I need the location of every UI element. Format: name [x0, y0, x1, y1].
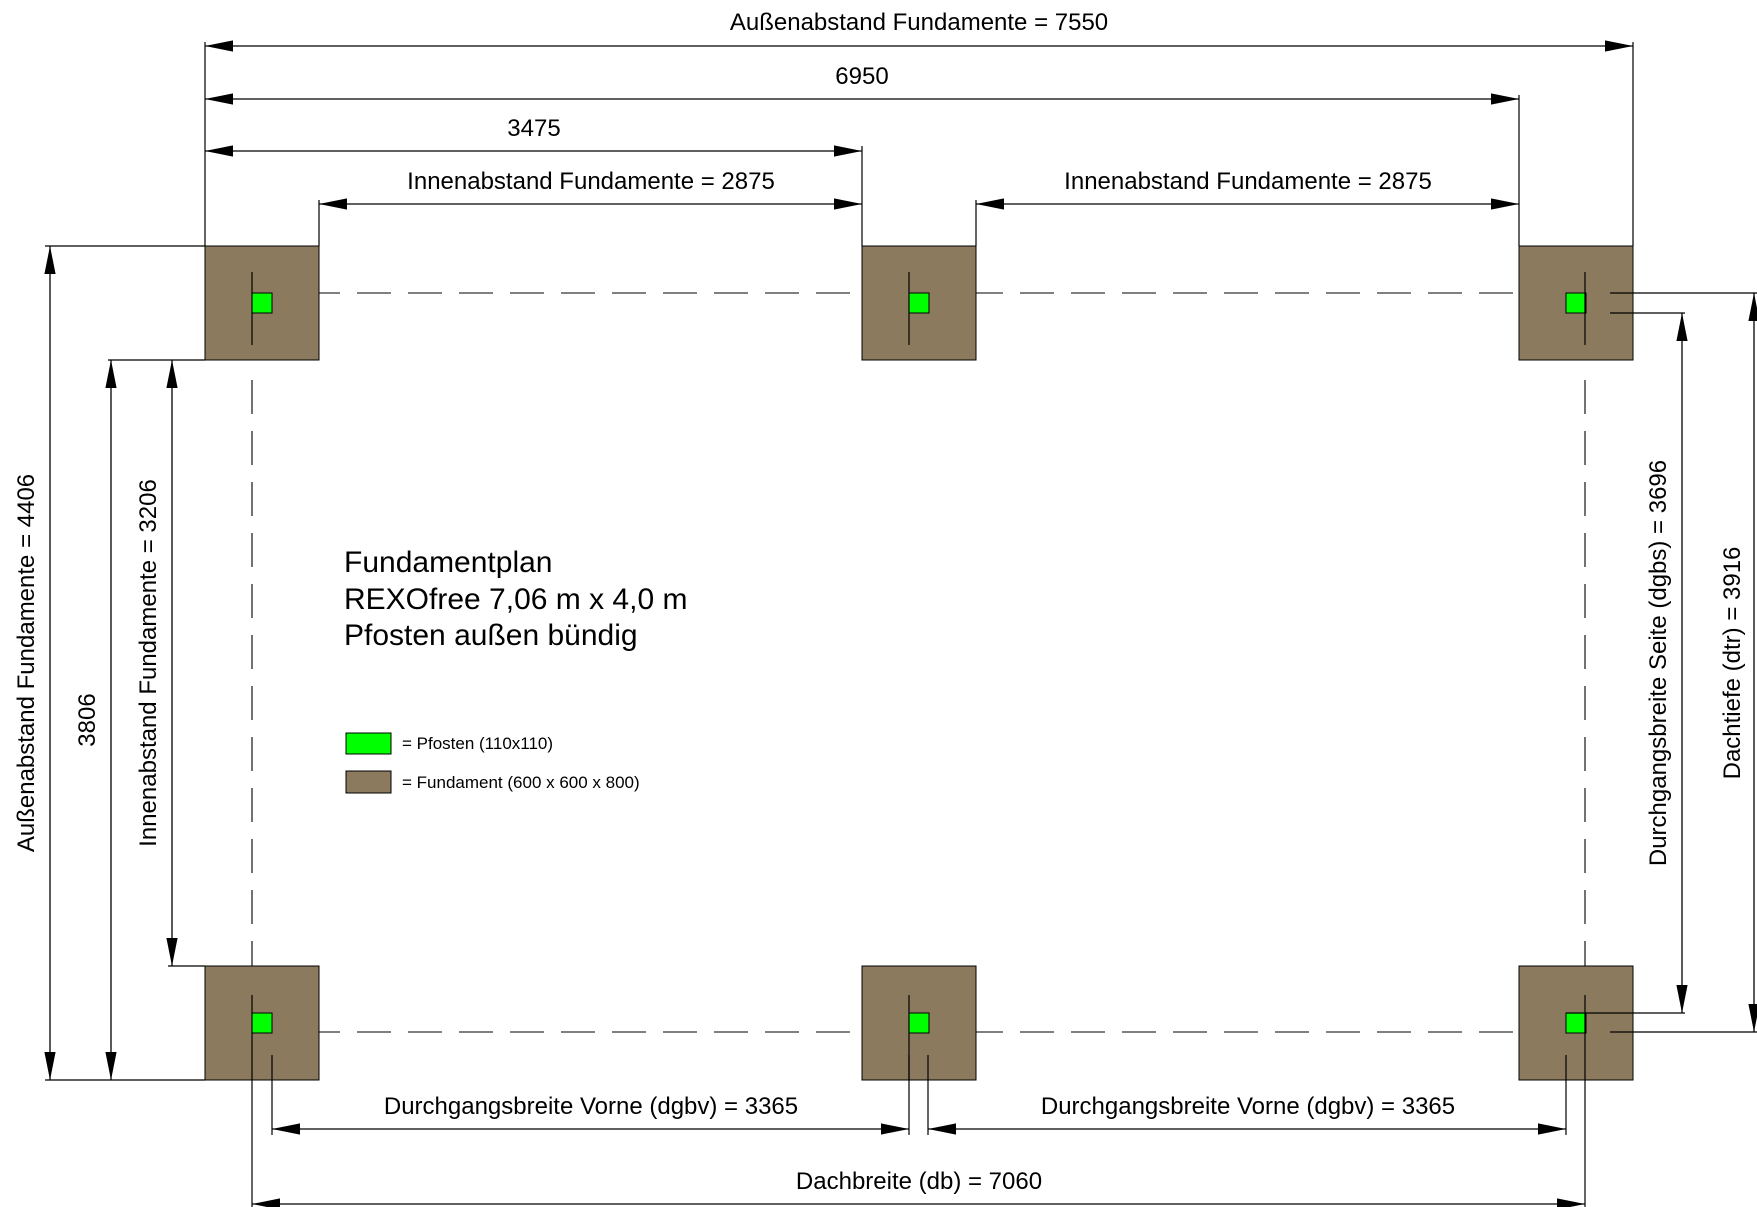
dim-label-right-side-passage: Durchgangsbreite Seite (dgbs) = 3696 [1645, 460, 1672, 866]
extension-lines-top [204, 42, 1634, 246]
post-top-right [1565, 292, 1587, 314]
plan-title-line-2: REXOfree 7,06 m x 4,0 m [344, 583, 687, 616]
dim-label-bottom-front-left: Durchgangsbreite Vorne (dgbv) = 3365 [384, 1093, 798, 1120]
dim-label-bottom-front-right: Durchgangsbreite Vorne (dgbv) = 3365 [1041, 1093, 1455, 1120]
post-bottom-right [1565, 1012, 1587, 1034]
dim-label-top-inner-right: Innenabstand Fundamente = 2875 [1064, 168, 1432, 195]
dim-label-top-inner-left: Innenabstand Fundamente = 2875 [407, 168, 775, 195]
post-top-middle [908, 292, 930, 314]
post-top-left [251, 292, 273, 314]
legend-post-swatch [345, 732, 392, 755]
dim-label-top-mid: 6950 [835, 63, 888, 90]
dim-label-right-roof-depth: Dachtiefe (dtr) = 3916 [1719, 547, 1746, 780]
dim-label-left-outer: Außenabstand Fundamente = 4406 [13, 474, 40, 852]
extension-lines-bottom [251, 1055, 1586, 1207]
legend-foundation-swatch [345, 770, 392, 794]
dim-label-left-mid: 3806 [74, 693, 101, 746]
dim-label-top-half: 3475 [507, 115, 560, 142]
plan-title: Fundamentplan REXOfree 7,06 m x 4,0 m Pf… [344, 546, 687, 652]
post-axis-marks [251, 272, 1610, 1080]
dim-label-left-inner: Innenabstand Fundamente = 3206 [135, 479, 162, 847]
extension-lines-right [1610, 292, 1757, 1033]
legend-foundation-label: = Fundament (600 x 600 x 800) [402, 773, 640, 792]
legend-post-label: = Pfosten (110x110) [402, 734, 553, 753]
extension-lines-left [45, 245, 205, 1081]
foundations [204, 245, 1634, 1081]
post-bottom-left [251, 1012, 273, 1034]
plan-title-line-3: Pfosten außen bündig [344, 619, 638, 652]
plan-title-line-1: Fundamentplan [344, 546, 552, 579]
posts [251, 292, 1587, 1034]
legend: = Pfosten (110x110) = Fundament (600 x 6… [345, 732, 640, 794]
post-bottom-middle [908, 1012, 930, 1034]
dim-label-top-outer: Außenabstand Fundamente = 7550 [730, 9, 1108, 36]
dim-label-bottom-roof-width: Dachbreite (db) = 7060 [796, 1168, 1042, 1195]
